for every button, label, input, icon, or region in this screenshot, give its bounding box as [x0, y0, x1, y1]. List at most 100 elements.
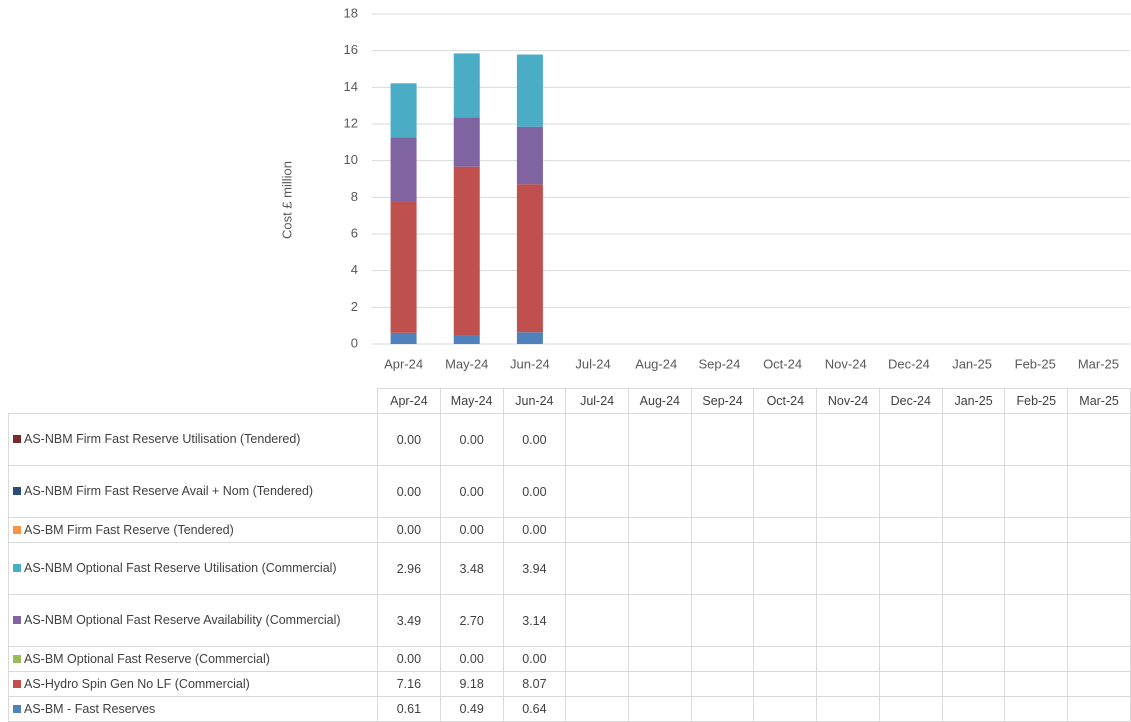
- bar-segment: [390, 83, 417, 138]
- x-tick-label: Mar-25: [1078, 356, 1119, 371]
- empty-cell: [753, 542, 818, 595]
- empty-cell: [816, 542, 880, 595]
- empty-cell: [941, 465, 1006, 518]
- header-cell: Jul-24: [565, 388, 629, 414]
- empty-cell: [878, 517, 943, 543]
- legend-swatch: [13, 704, 21, 713]
- empty-cell: [627, 413, 692, 466]
- legend-label: AS-BM - Fast Reserves: [24, 701, 156, 716]
- value-cell: 3.94: [502, 542, 567, 595]
- header-cell: Aug-24: [627, 388, 692, 414]
- empty-cell: [690, 594, 755, 647]
- empty-cell: [690, 671, 755, 697]
- series-row: AS-BM - Fast Reserves 0.61 0.49 0.64: [7, 696, 1131, 722]
- series-name-cell: AS-NBM Optional Fast Reserve Availabilit…: [7, 594, 379, 647]
- empty-cell: [941, 413, 1006, 466]
- bar-segment: [516, 332, 543, 344]
- bar-segment: [516, 126, 543, 185]
- header-row: Apr-24 May-24 Jun-24 Jul-24 Aug-24 Sep-24 Oct-…: [9, 388, 1131, 414]
- series-name-cell: AS-NBM Optional Fast Reserve Utilisation…: [7, 542, 379, 595]
- empty-cell: [1067, 696, 1131, 722]
- value-cell: 9.18: [439, 671, 504, 697]
- value-cell: 0.00: [439, 465, 504, 518]
- series-name-cell: AS-BM - Fast Reserves: [7, 696, 379, 722]
- empty-cell: [753, 646, 818, 672]
- empty-cell: [627, 594, 692, 647]
- empty-cell: [941, 542, 1006, 595]
- header-cell: Apr-24: [377, 388, 441, 414]
- value-cell: 0.00: [377, 646, 441, 672]
- value-cell: 2.96: [377, 542, 441, 595]
- empty-cell: [565, 517, 629, 543]
- header-cell: Mar-25: [1067, 388, 1131, 414]
- bar-segment: [453, 166, 480, 336]
- value-cell: 0.00: [377, 413, 441, 466]
- empty-cell: [753, 671, 818, 697]
- legend-label: AS-BM Optional Fast Reserve (Commercial): [24, 651, 270, 666]
- header-cell: Nov-24: [816, 388, 880, 414]
- data-table: Apr-24 May-24 Jun-24 Jul-24 Aug-24 Sep-24 Oct-…: [7, 388, 1131, 722]
- empty-cell: [627, 465, 692, 518]
- legend-label: AS-NBM Optional Fast Reserve Availabilit…: [24, 613, 341, 627]
- empty-cell: [565, 413, 629, 466]
- series-name-cell: AS-Hydro Spin Gen No LF (Commercial): [7, 671, 379, 697]
- empty-cell: [941, 646, 1006, 672]
- empty-cell: [941, 517, 1006, 543]
- legend-label: AS-NBM Optional Fast Reserve Utilisation…: [24, 561, 337, 575]
- empty-cell: [816, 465, 880, 518]
- header-cell: Dec-24: [878, 388, 943, 414]
- bar-segment: [453, 335, 480, 344]
- value-cell: 0.00: [377, 517, 441, 543]
- header-cell: Feb-25: [1004, 388, 1069, 414]
- empty-cell: [565, 542, 629, 595]
- empty-cell: [941, 696, 1006, 722]
- series-row: AS-NBM Optional Fast Reserve Utilisation…: [7, 542, 1131, 595]
- empty-cell: [753, 413, 818, 466]
- series-name-cell: AS-NBM Firm Fast Reserve Utilisation (Te…: [7, 413, 379, 466]
- empty-cell: [1004, 696, 1069, 722]
- y-tick-label: 10: [344, 152, 358, 167]
- value-cell: 0.00: [439, 413, 504, 466]
- value-cell: 0.00: [502, 517, 567, 543]
- empty-cell: [753, 517, 818, 543]
- y-tick-label: 18: [344, 5, 358, 20]
- header-cell: Jan-25: [941, 388, 1006, 414]
- empty-cell: [816, 646, 880, 672]
- bar-segment: [516, 54, 543, 127]
- empty-cell: [878, 646, 943, 672]
- y-tick-label: 12: [344, 115, 358, 130]
- empty-cell: [627, 517, 692, 543]
- value-cell: 0.00: [502, 413, 567, 466]
- corner: [9, 389, 378, 414]
- empty-cell: [941, 594, 1006, 647]
- page: Cost £ million 0 2 4 6 8 10 12 14 16 18 Apr-24 May-…: [7, 5, 1131, 722]
- value-cell: 8.07: [502, 671, 567, 697]
- empty-cell: [565, 671, 629, 697]
- value-cell: 7.16: [377, 671, 441, 697]
- bar-segment: [516, 184, 543, 333]
- x-tick-label: Oct-24: [763, 356, 802, 371]
- empty-cell: [1067, 465, 1131, 518]
- legend-label: AS-NBM Firm Fast Reserve Utilisation (Te…: [24, 432, 301, 446]
- empty-cell: [627, 696, 692, 722]
- empty-cell: [565, 696, 629, 722]
- value-cell: 2.70: [439, 594, 504, 647]
- value-cell: 0.64: [502, 696, 567, 722]
- y-tick-label: 0: [351, 335, 358, 350]
- x-tick-label: Jul-24: [575, 356, 610, 371]
- series-row: AS-BM Firm Fast Reserve (Tendered) 0.00 0.…: [7, 517, 1131, 543]
- value-cell: 3.49: [377, 594, 441, 647]
- empty-cell: [878, 465, 943, 518]
- x-tick-label: Jun-24: [510, 356, 550, 371]
- empty-cell: [1067, 594, 1131, 647]
- empty-cell: [1067, 413, 1131, 466]
- empty-cell: [1067, 671, 1131, 697]
- y-tick-label: 6: [351, 225, 358, 240]
- empty-cell: [753, 594, 818, 647]
- header-cell: Sep-24: [690, 388, 755, 414]
- legend-swatch: [13, 564, 21, 572]
- empty-cell: [627, 646, 692, 672]
- bar-segment: [453, 53, 480, 118]
- value-cell: 0.00: [439, 646, 504, 672]
- x-tick-label: Sep-24: [698, 356, 740, 371]
